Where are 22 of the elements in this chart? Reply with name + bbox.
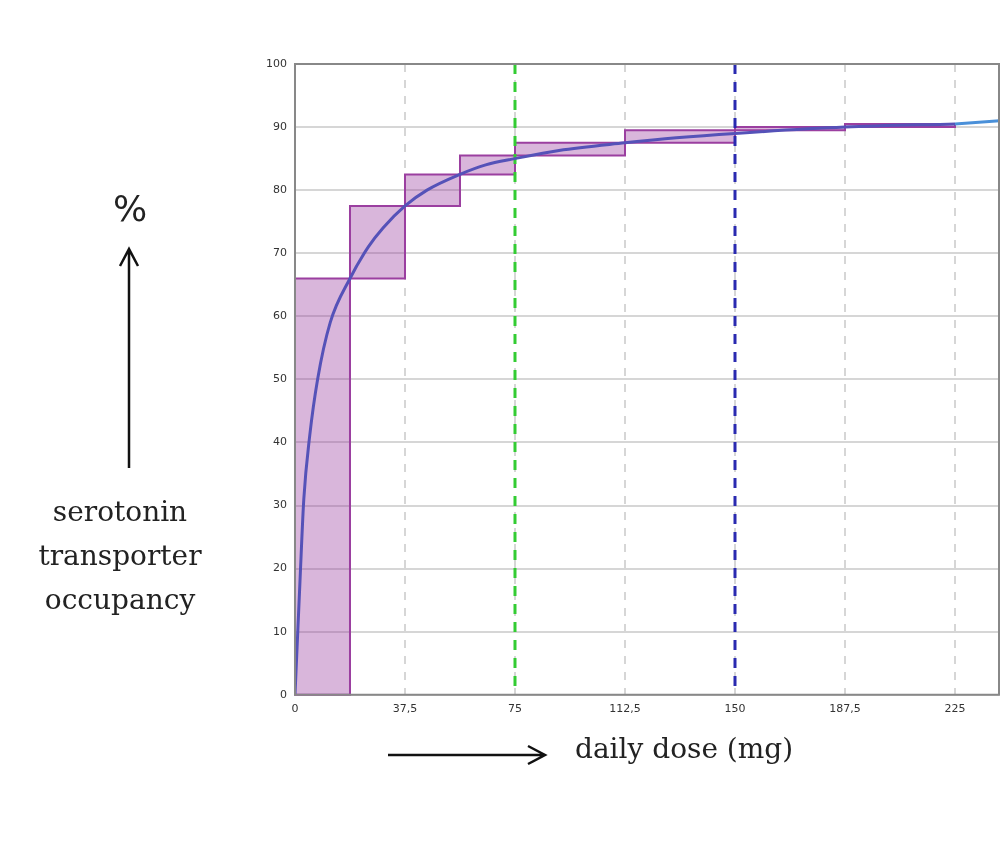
y-tick-label: 60	[273, 309, 287, 323]
y-tick-label: 40	[273, 435, 287, 449]
y-tick-label: 100	[266, 56, 287, 70]
y-tick-label: 70	[273, 246, 287, 260]
x-tick-label: 187,5	[829, 702, 861, 716]
text: %	[111, 188, 149, 229]
y-tick-label: 0	[280, 687, 287, 701]
x-tick-label: 0	[291, 702, 299, 716]
y-tick-label: 50	[273, 372, 287, 386]
y-tick-label: 90	[273, 119, 287, 133]
y-axis-title: serotonin transporter occupancy	[37, 494, 203, 618]
x-axis-title: daily dose (mg)	[575, 732, 794, 765]
y-tick-label: 30	[273, 498, 287, 512]
x-tick-label: 225	[944, 702, 966, 716]
x-tick-label: 75	[508, 702, 522, 716]
x-tick-label: 150	[724, 702, 746, 716]
x-tick-label: 37,5	[392, 702, 418, 716]
y-tick-label: 10	[273, 624, 287, 638]
x-tick-label: 112,5	[609, 702, 641, 716]
line-series	[295, 122, 957, 695]
y-tick-label: 20	[273, 561, 287, 575]
y-tick-label: 80	[273, 183, 287, 197]
